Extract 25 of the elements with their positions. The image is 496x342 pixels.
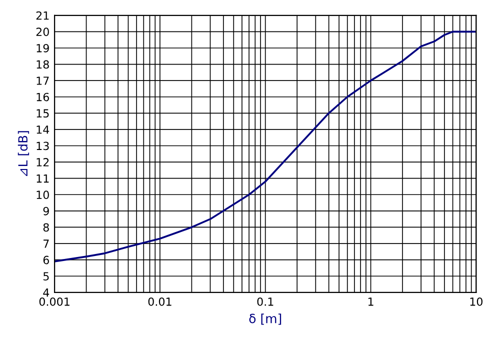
- x-tick-label: 1: [368, 298, 374, 306]
- y-axis-title: ⊿L [dB]: [18, 131, 30, 176]
- x-tick-label: 10: [470, 297, 482, 306]
- x-tick-label: 0.001: [39, 297, 70, 306]
- y-tick-label: 18: [36, 60, 49, 69]
- y-tick-label: 21: [36, 11, 49, 20]
- y-tick-label: 12: [36, 158, 49, 166]
- y-tick-label: 13: [36, 142, 49, 150]
- x-axis-title: δ [m]: [249, 314, 282, 325]
- y-tick-label: 9: [43, 206, 49, 216]
- x-tick-label: 0.1: [257, 297, 274, 306]
- y-tick-label: 19: [36, 44, 49, 52]
- y-tick-label: 14: [36, 126, 50, 134]
- y-tick-label: 11: [36, 174, 49, 183]
- y-tick-label: 4: [43, 288, 50, 297]
- y-tick-label: 16: [36, 92, 49, 102]
- x-tick-label: 0.01: [148, 297, 172, 306]
- y-tick-label: 5: [43, 272, 49, 280]
- y-tick-label: 7: [44, 240, 49, 248]
- y-tick-label: 10: [36, 190, 49, 200]
- y-tick-label: 15: [36, 109, 49, 118]
- y-tick-label: 8: [43, 223, 49, 232]
- y-tick-label: 20: [36, 28, 49, 36]
- y-tick-label: 6: [43, 256, 49, 264]
- y-tick-label: 17: [36, 76, 49, 85]
